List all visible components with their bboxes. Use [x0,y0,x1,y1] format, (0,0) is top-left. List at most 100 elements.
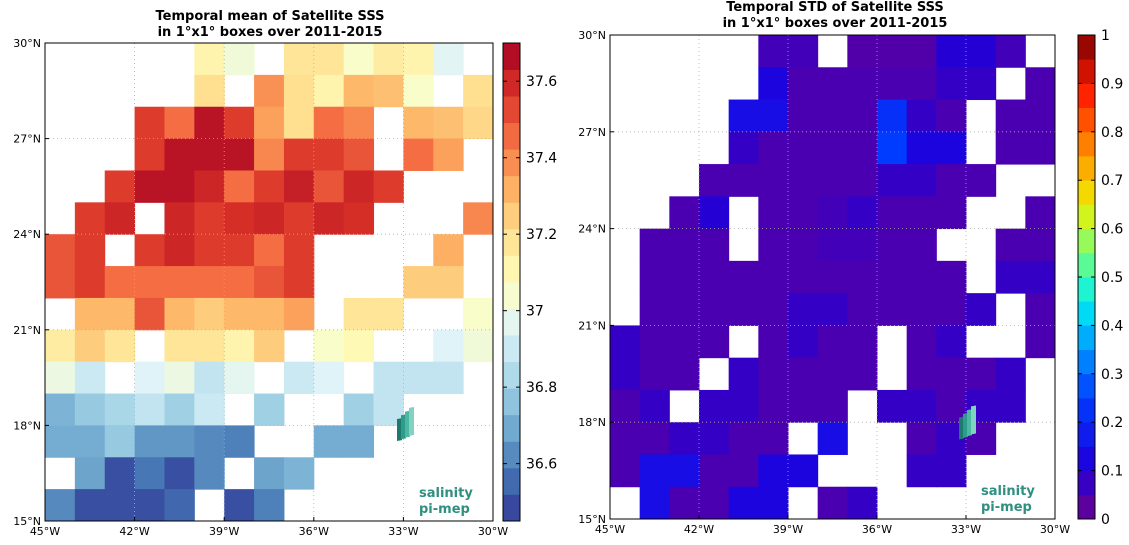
heatmap-cell [134,170,165,203]
colorbar-swatch [503,122,520,150]
heatmap-cell [847,164,878,197]
colorbar-tick-label: 0.3 [1101,367,1123,383]
logo-stripe [401,414,406,440]
y-tick-label: 30°N [578,29,606,42]
heatmap-cell [164,297,195,331]
colorbar-swatch [1078,494,1095,520]
colorbar-swatch [1078,398,1095,423]
heatmap-cell [639,325,670,359]
heatmap-cell [104,425,136,458]
heatmap-cell [224,106,255,140]
heatmap-cell [936,454,967,488]
heatmap-cell [966,35,997,68]
heatmap-cell [610,454,641,488]
heatmap-cell [463,74,494,108]
heatmap-cell [758,293,789,326]
colorbar-tick-label: 37.2 [526,227,557,243]
chart-title: Temporal mean of Satellite SSS [156,9,385,24]
heatmap-cell [463,202,494,235]
heatmap-cell [906,325,937,359]
y-tick-label: 15°N [578,513,606,526]
heatmap-cell [788,454,819,488]
heatmap-cell [194,202,225,235]
heatmap-cell [788,357,819,391]
colorbar-tick-label: 0.1 [1101,464,1123,480]
heatmap-cell [164,329,195,363]
heatmap-cell [788,196,819,230]
heatmap-cells [610,35,1056,520]
heatmap-cell [995,260,1026,294]
heatmap-cell [610,422,641,455]
heatmap-cell [403,138,434,171]
heatmap-cell [194,329,225,363]
heatmap-cell [194,297,225,331]
heatmap-cell [134,489,165,522]
x-tick-label: 33°W [951,523,981,536]
heatmap-cell [906,454,937,488]
heatmap-cell [373,297,404,331]
heatmap-cell [847,325,878,359]
heatmap-cell [224,329,255,363]
plot-frame [44,42,494,522]
y-tick-label: 27°N [13,133,41,146]
heatmap-cell [728,486,759,520]
heatmap-cell [104,297,136,331]
heatmap-cell [906,67,937,101]
heatmap-cell [224,266,255,299]
x-tick-label: 45°W [595,523,625,536]
heatmap-cell [699,454,730,488]
x-axis-ticks: 45°W 42°W 39°W 36°W 33°W 30°W [30,517,508,538]
colorbar-swatch [503,202,520,230]
colorbar-swatch [1078,422,1095,447]
heatmap-cell [194,74,225,108]
heatmap-cell [45,329,76,363]
heatmap-cell [788,131,819,165]
heatmap-cell [343,138,375,171]
heatmap-cell [936,164,967,197]
heatmap-cell [194,266,225,299]
colorbar-swatch [1078,325,1095,350]
heatmap-cell [699,389,730,423]
heatmap-cell [669,196,700,230]
x-axis-ticks: 45°W 42°W 39°W 36°W 33°W 30°W [595,515,1070,536]
colorbar-swatch [1078,228,1095,254]
colorbar-tick-label: 37.4 [526,151,557,167]
heatmap-cell [906,293,937,326]
heatmap-cell [847,196,878,230]
colorbar-swatch [503,441,520,469]
heatmap-cell [45,489,76,522]
heatmap-cell [134,425,165,458]
colorbar-swatch [1078,277,1095,302]
heatmap-cell [817,131,848,165]
heatmap-cell [254,266,285,299]
heatmap-cell [639,357,670,391]
heatmap-cell [313,138,345,171]
mean-sss-panel: Temporal mean of Satellite SSS in 1°x1° … [0,0,564,541]
heatmap-cell [373,170,404,203]
heatmap-cell [343,202,375,235]
heatmap-cell [639,260,670,294]
heatmap-cell [104,266,136,299]
heatmap-cell [194,425,225,458]
heatmap-cell [164,457,195,490]
colorbar-swatch [1078,204,1095,229]
logo-icon [397,407,414,441]
heatmap-cell [224,425,255,458]
heatmap-cell [936,67,967,101]
heatmap-cell [343,297,375,331]
colorbar-tick-label: 0.8 [1101,125,1123,141]
heatmap-cell [817,325,848,359]
heatmap-cell [639,293,670,326]
heatmap-cell [817,357,848,391]
heatmap-cell [313,170,345,203]
heatmap-cell [610,357,641,391]
heatmap-cell [877,164,908,197]
heatmap-cell [373,74,404,108]
heatmap-cell [224,297,255,331]
heatmap-cell [877,260,908,294]
heatmap-cell [134,106,165,140]
colorbar-swatch [503,335,520,363]
logo-stripe [409,407,414,436]
heatmap-cell [966,67,997,101]
heatmap-cell [728,99,759,133]
